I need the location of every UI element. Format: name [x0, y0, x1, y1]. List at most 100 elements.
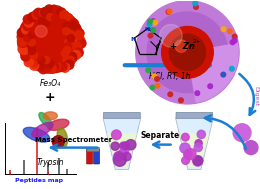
- Text: N: N: [131, 37, 136, 42]
- Circle shape: [75, 29, 84, 38]
- Circle shape: [60, 11, 69, 20]
- Circle shape: [147, 22, 152, 27]
- Circle shape: [233, 124, 251, 142]
- Circle shape: [55, 55, 62, 62]
- Circle shape: [28, 31, 36, 38]
- Circle shape: [35, 53, 42, 60]
- Circle shape: [24, 51, 33, 60]
- Circle shape: [36, 60, 45, 69]
- Circle shape: [39, 64, 48, 74]
- Circle shape: [41, 8, 50, 17]
- Circle shape: [47, 60, 54, 67]
- Circle shape: [119, 149, 127, 158]
- Text: +  Zn: + Zn: [170, 42, 194, 51]
- Circle shape: [184, 150, 192, 159]
- Circle shape: [49, 5, 58, 14]
- Circle shape: [232, 34, 237, 39]
- Circle shape: [160, 24, 182, 47]
- Circle shape: [150, 85, 155, 90]
- Circle shape: [197, 130, 205, 139]
- Circle shape: [38, 57, 45, 64]
- FancyBboxPatch shape: [87, 147, 99, 152]
- Circle shape: [208, 84, 212, 89]
- Circle shape: [69, 19, 79, 28]
- Circle shape: [136, 1, 239, 104]
- Circle shape: [230, 40, 235, 45]
- Circle shape: [148, 19, 152, 24]
- Circle shape: [64, 17, 74, 27]
- Circle shape: [17, 28, 27, 37]
- Circle shape: [63, 28, 70, 35]
- Circle shape: [77, 39, 86, 48]
- Circle shape: [28, 39, 35, 46]
- Circle shape: [232, 38, 237, 43]
- Circle shape: [153, 20, 157, 25]
- Circle shape: [35, 25, 47, 37]
- Circle shape: [147, 12, 228, 93]
- Circle shape: [59, 19, 67, 27]
- Circle shape: [67, 35, 74, 42]
- Circle shape: [51, 56, 58, 63]
- Circle shape: [111, 142, 119, 150]
- Circle shape: [72, 24, 81, 33]
- Circle shape: [155, 77, 159, 81]
- Circle shape: [195, 140, 202, 147]
- Circle shape: [74, 31, 83, 40]
- Text: HCl, RT, 1h: HCl, RT, 1h: [149, 72, 190, 81]
- Circle shape: [28, 12, 37, 22]
- FancyBboxPatch shape: [176, 112, 213, 118]
- Circle shape: [58, 62, 67, 71]
- Text: +: +: [45, 91, 56, 104]
- Circle shape: [24, 34, 31, 42]
- Circle shape: [47, 64, 56, 73]
- Circle shape: [60, 63, 70, 72]
- Circle shape: [63, 22, 70, 29]
- Circle shape: [122, 152, 131, 161]
- Ellipse shape: [32, 122, 53, 137]
- Polygon shape: [179, 133, 210, 168]
- Circle shape: [33, 25, 41, 32]
- Circle shape: [244, 141, 258, 155]
- Text: 2+: 2+: [192, 39, 201, 44]
- Circle shape: [230, 66, 234, 71]
- Circle shape: [167, 9, 172, 14]
- Circle shape: [64, 14, 73, 23]
- Circle shape: [42, 63, 52, 72]
- Circle shape: [112, 130, 121, 139]
- Circle shape: [66, 56, 75, 65]
- Circle shape: [228, 29, 232, 34]
- Circle shape: [175, 40, 187, 52]
- Ellipse shape: [23, 127, 50, 142]
- Circle shape: [28, 43, 35, 50]
- Text: Trypsin: Trypsin: [37, 158, 64, 167]
- Circle shape: [24, 58, 33, 67]
- Circle shape: [194, 5, 198, 9]
- Circle shape: [146, 68, 151, 73]
- Circle shape: [18, 38, 28, 47]
- Circle shape: [57, 8, 66, 17]
- Circle shape: [113, 153, 126, 166]
- Circle shape: [180, 143, 190, 153]
- Circle shape: [55, 19, 62, 26]
- Circle shape: [193, 1, 198, 6]
- Circle shape: [44, 5, 54, 14]
- Circle shape: [151, 28, 156, 32]
- Circle shape: [24, 18, 33, 27]
- Circle shape: [43, 57, 50, 64]
- Text: Separate: Separate: [141, 131, 180, 140]
- Circle shape: [193, 156, 203, 166]
- Circle shape: [221, 27, 226, 32]
- Circle shape: [65, 39, 72, 46]
- Circle shape: [67, 30, 74, 37]
- Circle shape: [43, 19, 50, 26]
- Circle shape: [122, 146, 129, 154]
- Circle shape: [34, 8, 43, 17]
- Ellipse shape: [39, 112, 52, 127]
- Circle shape: [18, 45, 27, 54]
- Circle shape: [185, 149, 196, 160]
- Polygon shape: [107, 133, 137, 168]
- Circle shape: [69, 22, 78, 31]
- Circle shape: [28, 47, 36, 55]
- Circle shape: [221, 72, 226, 77]
- Circle shape: [52, 136, 64, 148]
